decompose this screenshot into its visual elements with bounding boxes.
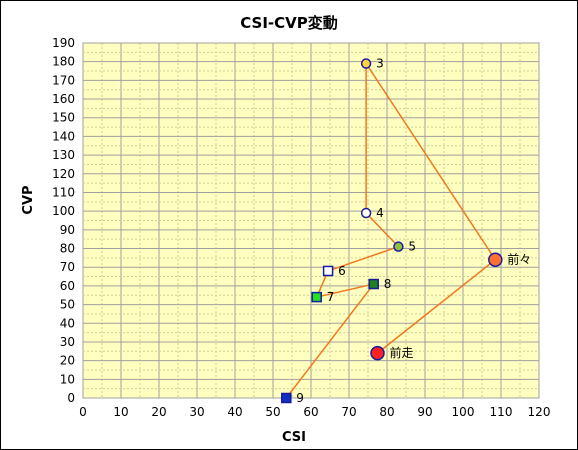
x-tick-label: 30 bbox=[189, 405, 204, 419]
x-tick-label: 110 bbox=[490, 405, 513, 419]
x-tick-label: 70 bbox=[341, 405, 356, 419]
data-point bbox=[370, 345, 385, 361]
y-tick-label: 100 bbox=[52, 204, 75, 218]
data-label: 3 bbox=[376, 57, 384, 71]
y-tick-label: 0 bbox=[67, 391, 75, 405]
y-tick-label: 60 bbox=[60, 279, 75, 293]
data-point bbox=[360, 207, 372, 219]
y-tick-label: 40 bbox=[60, 316, 75, 330]
x-tick-label: 90 bbox=[417, 405, 432, 419]
y-tick-label: 30 bbox=[60, 335, 75, 349]
x-axis-label: CSI bbox=[282, 430, 306, 445]
data-label: 5 bbox=[408, 240, 416, 254]
y-tick-label: 190 bbox=[52, 36, 75, 50]
data-label: 前々 bbox=[507, 252, 531, 267]
data-label: 前走 bbox=[390, 345, 414, 360]
data-label: 9 bbox=[296, 391, 304, 405]
data-label: 4 bbox=[376, 206, 384, 220]
data-point bbox=[311, 291, 322, 303]
y-tick-label: 50 bbox=[60, 298, 75, 312]
data-label: 7 bbox=[327, 290, 335, 304]
x-tick-label: 10 bbox=[113, 405, 128, 419]
tick-labels: 0 10 20 30 40 50 60 70 80 90 100 110 120 0 10 20 30 40 50 6… bbox=[52, 36, 550, 419]
x-tick-label: 50 bbox=[265, 405, 280, 419]
data-point bbox=[281, 392, 292, 404]
data-label: 6 bbox=[338, 264, 346, 278]
y-tick-label: 160 bbox=[52, 92, 75, 106]
x-tick-label: 0 bbox=[79, 405, 87, 419]
y-tick-label: 150 bbox=[52, 111, 75, 125]
data-point bbox=[360, 58, 372, 69]
point-labels: 前走 前々 3 4 5 67 8 9 bbox=[296, 57, 531, 405]
y-tick-label: 130 bbox=[52, 148, 75, 162]
x-tick-label: 80 bbox=[379, 405, 394, 419]
chart-title: CSI-CVP変動 bbox=[240, 14, 338, 32]
y-tick-label: 70 bbox=[60, 260, 75, 274]
y-tick-label: 140 bbox=[52, 129, 75, 143]
data-markers bbox=[281, 58, 503, 404]
x-tick-label: 40 bbox=[227, 405, 242, 419]
x-tick-label: 60 bbox=[303, 405, 318, 419]
data-point bbox=[322, 265, 334, 277]
y-tick-label: 180 bbox=[52, 55, 75, 69]
x-tick-label: 120 bbox=[528, 405, 551, 419]
y-tick-label: 170 bbox=[52, 73, 75, 87]
x-tick-label: 20 bbox=[151, 405, 166, 419]
y-tick-label: 10 bbox=[60, 372, 75, 386]
y-axis-label: CVP bbox=[21, 185, 36, 214]
data-label: 8 bbox=[384, 277, 392, 291]
grid-lines bbox=[82, 42, 540, 399]
y-tick-label: 80 bbox=[60, 242, 75, 256]
data-point bbox=[368, 278, 379, 290]
y-tick-label: 120 bbox=[52, 167, 75, 181]
y-tick-label: 90 bbox=[60, 223, 75, 237]
y-tick-label: 20 bbox=[60, 354, 75, 368]
data-point bbox=[488, 252, 503, 267]
data-point bbox=[393, 241, 404, 252]
x-tick-label: 100 bbox=[452, 405, 475, 419]
y-tick-label: 110 bbox=[52, 185, 75, 199]
